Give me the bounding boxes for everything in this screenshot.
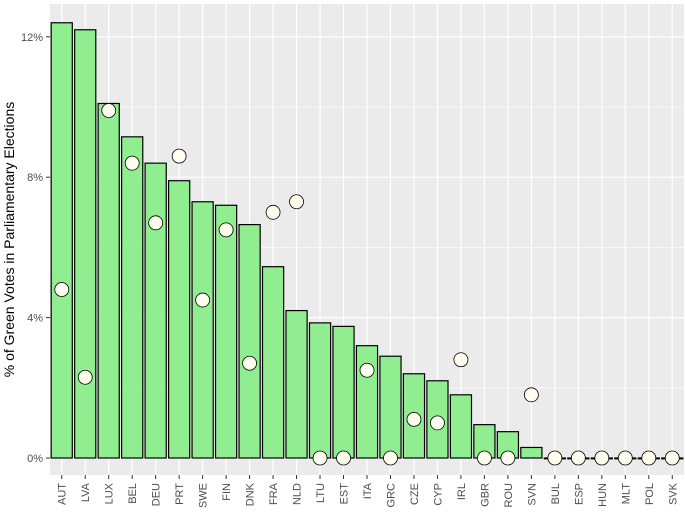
y-tick-label: 8% [27,172,43,184]
bars-layer [50,22,684,460]
point-hun [594,450,610,466]
point-lux [101,103,117,118]
bar-est [332,325,355,459]
x-tick-label: HUN [597,483,609,507]
x-tick-label: NLD [292,483,304,505]
y-axis-title: % of Green Votes in Parliamentary Electi… [1,102,17,377]
point-cze [406,411,422,427]
point-swe [195,292,211,308]
point-lva [77,369,93,385]
bar-swe [191,201,214,459]
bar-lux [97,102,120,459]
point-est [336,450,351,466]
bar-fra [261,266,285,459]
point-fra [265,204,281,220]
bar-ltu [308,322,332,459]
x-tick-label: CYP [432,483,444,506]
x-tick-label: SVK [667,482,679,505]
point-gbr [477,450,492,466]
bar-bel [121,136,144,459]
x-tick-label: GRC [385,483,397,508]
x-tick-label: BUL [550,483,562,504]
point-rou [500,450,516,466]
x-tick-label: IRL [456,483,468,500]
bar-dnk [238,223,261,459]
point-esp [570,450,586,466]
x-tick-label: ESP [573,483,585,505]
point-cyp [430,415,445,431]
x-tick-label: EST [339,483,351,505]
points-layer [54,103,680,466]
bar-irl [449,394,473,459]
x-tick-label: FRA [268,482,280,505]
point-svn [523,387,539,403]
point-fin [218,222,234,238]
x-tick-label: LTU [315,483,327,503]
bar-lva [74,29,97,459]
x-tick-label: DEU [151,483,163,506]
point-prt [171,148,187,164]
x-tick-label: POL [644,483,656,505]
x-tick-label: FIN [221,483,233,501]
x-tick-label: ITA [362,482,374,499]
point-aut [54,282,70,297]
point-nld [289,194,304,210]
x-tick-label: SWE [198,483,210,508]
bar-fin [214,204,238,459]
point-mlt [617,450,633,466]
x-tick-label: AUT [57,483,69,505]
point-bul [547,450,563,466]
x-tick-label: ROU [503,483,515,508]
point-irl [453,352,469,368]
bar-svn [520,446,543,459]
y-tick-label: 0% [27,453,43,465]
x-tick-label: LUX [104,482,116,504]
point-pol [641,450,657,466]
y-tick-label: 4% [27,313,43,325]
point-ltu [312,450,328,466]
bar-ita [355,345,379,459]
bar-nld [285,309,308,459]
x-tick-label: MLT [620,483,632,504]
x-tick-label: GBR [479,483,491,507]
bar-deu [144,162,167,459]
point-dnk [242,355,257,371]
bar-aut [50,22,73,459]
x-tick-label: PRT [174,483,186,505]
x-tick-label: LVA [80,482,92,502]
x-axis: AUT LVA LUX BEL DEU PRT SWE FIN DNK FRA NLD LTU EST I… [57,475,679,508]
y-axis: 0% 4% 8% 12% [21,32,50,465]
point-svk [664,450,680,466]
x-tick-label: SVN [526,483,538,506]
bar-grc [379,355,402,459]
point-grc [383,450,398,466]
point-ita [359,362,375,378]
y-tick-label: 12% [21,32,43,44]
bar-prt [167,180,191,459]
point-bel [124,155,140,171]
point-deu [148,215,164,231]
x-tick-label: DNK [245,482,257,506]
x-tick-label: BEL [127,483,139,504]
x-tick-label: CZE [409,483,421,505]
